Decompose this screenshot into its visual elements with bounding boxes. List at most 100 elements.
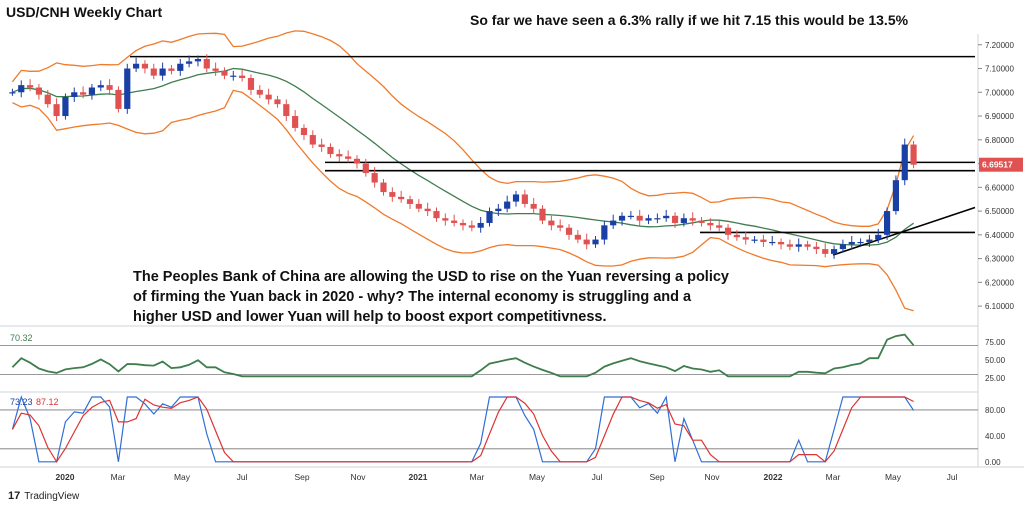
candle-body [839,244,846,250]
candle-body [389,192,396,197]
candle-body [777,241,785,245]
candle-body [901,144,908,181]
candle-body [883,211,891,235]
price-tick-label: 6.90000 [985,112,1014,121]
candle-body [707,222,714,226]
oscillator-1-tick-label: 75.00 [985,338,1006,347]
candle-body [910,144,917,165]
time-tick-label: Jul [237,472,248,482]
chart-subtitle: So far we have seen a 6.3% rally if we h… [470,12,909,28]
candle-body [769,241,776,244]
candle-body [795,244,802,247]
candle-body [760,239,767,242]
price-tick-label: 6.40000 [985,231,1014,240]
candle-body [830,249,838,254]
candle-body [327,146,334,155]
price-tick-label: 6.60000 [985,183,1014,192]
candle-body [866,239,873,242]
candle-body [459,222,467,226]
price-tick-label: 6.80000 [985,136,1014,145]
candle-body [292,116,299,128]
candle-body [318,144,325,147]
candle-body [486,211,493,223]
oscillator-2-k-line [11,395,915,463]
time-tick-label: Mar [111,472,126,482]
candle-body [300,127,308,136]
time-tick-label: Jul [947,472,958,482]
candle-body [627,215,634,218]
candle-body [530,203,537,209]
time-tick-label: May [885,472,902,482]
candle-body [194,59,202,62]
candle-body [689,218,696,221]
candle-body [477,222,484,228]
candle-body [636,215,643,221]
candle-body [415,203,422,209]
price-tick-label: 6.50000 [985,207,1014,216]
time-tick-label: Nov [350,472,366,482]
last-price-label: 6.69517 [982,160,1013,170]
time-tick-label: 2020 [56,472,75,482]
candle-body [468,225,475,228]
price-tick-label: 7.00000 [985,88,1014,97]
candle-body [18,85,25,93]
candle-body [26,85,34,88]
lower-band-line [12,89,914,312]
candle-body [671,215,679,223]
candle-body [742,237,749,240]
time-tick-label: 2021 [409,472,428,482]
oscillator-1-value: 70.32 [10,333,33,343]
candle-body [203,59,210,69]
candle-body [610,220,617,226]
candle-body [265,94,272,100]
candle-body [141,63,149,69]
tradingview-brand[interactable]: 17 TradingView [8,490,79,502]
candle-body [256,89,263,95]
candle-body [247,78,255,90]
oscillator-1-tick-label: 50.00 [985,356,1006,365]
time-tick-label: Mar [470,472,485,482]
price-tick-label: 6.20000 [985,278,1014,287]
candle-body [35,87,43,95]
candle-body [124,68,131,109]
candle-body [221,70,228,76]
time-tick-label: Jul [592,472,603,482]
oscillator-2-tick-label: 80.00 [985,406,1006,415]
candle-body [406,199,414,204]
candle-body [9,92,16,94]
candle-body [177,63,184,71]
oscillator-2-d-line [11,396,914,463]
candle-body [645,218,652,221]
price-tick-label: 7.10000 [985,65,1014,74]
candle-body [548,220,555,226]
candle-body [345,156,352,159]
candle-body [115,89,122,109]
candle-body [495,208,502,212]
candle-body [804,244,811,247]
candle-body [592,239,599,245]
oscillator-1-line [11,333,915,378]
candle-body [698,220,705,223]
candle-body [371,173,378,183]
candle-body [716,225,723,228]
candle-body [336,154,343,157]
oscillator-1-tick-label: 25.00 [985,374,1006,383]
candle-body [398,196,405,200]
candle-body [168,68,175,71]
candle-body [44,94,51,105]
price-tick-label: 6.10000 [985,302,1014,311]
candle-body [80,92,87,95]
oscillator-2-value-b: 87.12 [36,397,59,407]
candle-body [618,215,626,221]
tradingview-logo-icon: 17 [8,490,21,502]
candle-body [451,220,458,223]
candle-body [565,227,573,235]
time-tick-label: Sep [294,472,309,482]
candle-body [654,218,661,220]
chart-title: USD/CNH Weekly Chart [6,4,163,20]
candle-body [601,225,608,240]
candle-body [159,68,166,76]
band-basis-line [12,67,914,246]
candle-body [186,61,193,64]
